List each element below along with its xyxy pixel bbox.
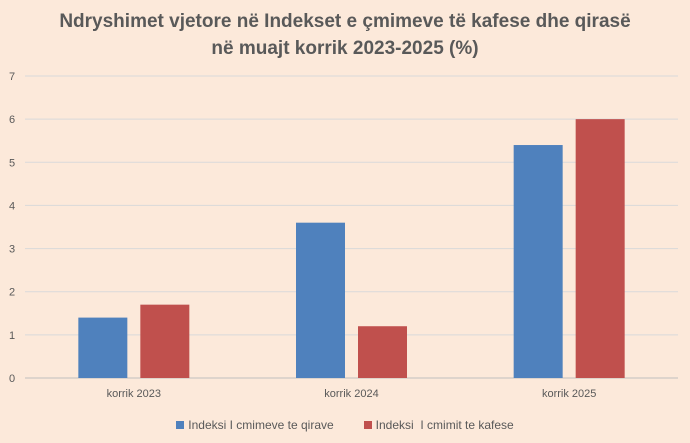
y-tick-label: 7 — [9, 71, 15, 83]
bar-coffee-2 — [575, 119, 625, 379]
y-tick-label: 2 — [9, 287, 15, 299]
chart-title: Ndryshimet vjetore në Indekset e çmimeve… — [0, 8, 690, 62]
bar-coffee-0 — [140, 304, 190, 378]
y-tick-label: 4 — [9, 200, 15, 212]
y-tick-label: 6 — [9, 114, 15, 126]
chart-title-line-2: në muajt korrik 2023-2025 (%) — [211, 38, 479, 59]
bar-rent-0 — [78, 317, 128, 378]
y-tick-label: 3 — [9, 244, 15, 256]
bar-coffee-1 — [358, 326, 407, 378]
legend-label-rent: Indeksi I cmimeve te qirave — [188, 418, 334, 432]
x-tick-label: korrik 2025 — [542, 388, 596, 400]
legend-label-coffee: Indeksi I cmimit te kafese — [375, 418, 514, 432]
legend-swatch-coffee — [363, 421, 372, 429]
y-tick-label: 5 — [9, 157, 15, 169]
y-tick-label: 1 — [9, 330, 15, 342]
x-tick-label: korrik 2024 — [324, 388, 378, 400]
x-tick-label: korrik 2023 — [107, 388, 161, 400]
legend: Indeksi I cmimeve te qirave Indeksi I cm… — [0, 418, 690, 432]
bar-rent-2 — [513, 145, 563, 378]
bar-rent-1 — [296, 222, 345, 378]
legend-item-rent: Indeksi I cmimeve te qirave — [176, 418, 334, 432]
y-tick-label: 0 — [9, 373, 15, 385]
chart-title-line-1: Ndryshimet vjetore në Indekset e çmimeve… — [59, 11, 631, 32]
legend-item-coffee: Indeksi I cmimit te kafese — [363, 418, 514, 432]
legend-swatch-rent — [176, 421, 185, 429]
